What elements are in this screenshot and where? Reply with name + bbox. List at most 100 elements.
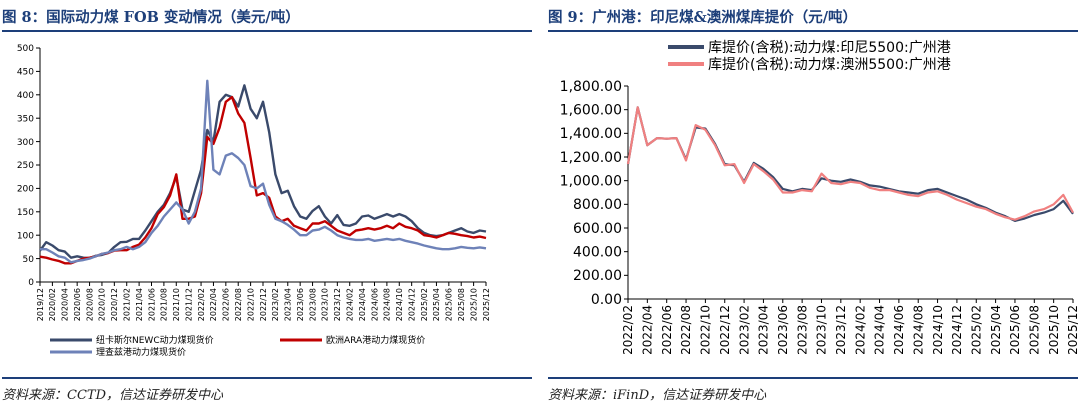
left-bottom-rule [2, 377, 532, 379]
left-y-tick-label: 400 [17, 91, 34, 101]
right-x-tick-label: 2022/12 [718, 305, 732, 355]
left-x-tick-label: 2022/10 [246, 288, 255, 321]
right-x-tick-label: 2024/12 [950, 305, 964, 355]
left-x-tick-label: 2022/08 [234, 288, 243, 321]
right-source-note: 资料来源：iFinD，信达证券研发中心 [548, 388, 767, 403]
left-x-tick-label: 2025/12 [482, 288, 491, 321]
right-x-tick-label: 2023/10 [815, 305, 829, 355]
right-x-tick-label: 2024/04 [873, 305, 887, 355]
right-x-tick-label: 2022/10 [699, 305, 713, 355]
right-y-tick-label: 600.00 [573, 221, 622, 237]
left-y-tick-label: 150 [17, 208, 34, 218]
right-series-line-1 [626, 106, 1074, 222]
right-x-tick-label: 2023/06 [776, 305, 790, 355]
right-x-tick-label: 2025/10 [1047, 305, 1061, 355]
right-x-tick-label: 2022/08 [679, 305, 693, 355]
left-x-tick-label: 2021/08 [160, 288, 169, 321]
right-y-tick-label: 800.00 [573, 197, 622, 213]
left-x-tick-label: 2021/12 [184, 288, 193, 321]
right-y-tick-label: 1,400.00 [560, 126, 622, 142]
left-x-tick-label: 2023/02 [271, 288, 280, 321]
right-x-tick-label: 2024/06 [892, 305, 906, 355]
right-x-tick-label: 2025/06 [1008, 305, 1022, 355]
left-x-tick-label: 2022/06 [222, 288, 231, 321]
left-x-tick-label: 2021/06 [147, 288, 156, 321]
left-x-tick-label: 2021/02 [123, 288, 132, 321]
right-y-tick-label: 1,600.00 [560, 103, 622, 119]
right-x-tick-label: 2023/08 [795, 305, 809, 355]
right-x-tick-label: 2024/02 [853, 305, 867, 355]
left-x-tick-label: 2024/04 [358, 288, 367, 321]
left-legend-label-3: 理查兹港动力煤现货价 [96, 346, 186, 358]
left-x-tick-label: 2020/02 [48, 288, 57, 321]
right-x-tick-label: 2022/04 [641, 305, 655, 355]
left-y-tick-label: 450 [17, 68, 34, 78]
left-y-tick-label: 350 [17, 114, 34, 124]
right-x-tick-label: 2022/06 [660, 305, 674, 355]
right-bottom-rule [548, 377, 1078, 379]
right-figure-title: 图 9：广州港：印尼煤&澳洲煤库提价（元/吨） [548, 9, 858, 26]
left-x-tick-label: 2023/04 [284, 288, 293, 321]
left-x-tick-label: 2025/10 [469, 288, 478, 321]
right-y-tick-label: 400.00 [573, 245, 622, 261]
left-x-tick-label: 2020/06 [73, 288, 82, 321]
left-title-rule [2, 30, 532, 32]
left-series-line-3 [40, 79, 487, 264]
right-title-rule [548, 30, 1078, 32]
left-x-tick-label: 2024/06 [370, 288, 379, 321]
right-x-tick-label: 2023/04 [757, 305, 771, 355]
left-x-tick-label: 2025/06 [445, 288, 454, 321]
left-x-tick-label: 2022/04 [209, 288, 218, 321]
left-x-tick-label: 2025/04 [432, 288, 441, 321]
left-y-tick-label: 250 [17, 161, 34, 171]
right-x-tick-label: 2022/02 [621, 305, 635, 355]
left-x-tick-label: 2023/10 [321, 288, 330, 321]
left-x-tick-label: 2022/12 [259, 288, 268, 321]
left-y-tick-label: 300 [17, 138, 34, 148]
left-figure-panel: 图 8：国际动力煤 FOB 变动情况（美元/吨） 0 50 100 150 200 250… [2, 0, 532, 411]
left-y-tick-label: 200 [17, 185, 34, 195]
left-x-tick-label: 2023/12 [333, 288, 342, 321]
left-x-tick-label: 2020/10 [98, 288, 107, 321]
left-x-tick-label: 2024/10 [395, 288, 404, 321]
right-series-line-2 [626, 106, 1074, 221]
left-x-tick-label: 2023/06 [296, 288, 305, 321]
left-x-tick-label: 2020/12 [110, 288, 119, 321]
right-x-tick-label: 2023/02 [737, 305, 751, 355]
right-legend-label-1: 库提价(含税):动力煤:印尼5500:广州港 [708, 40, 951, 56]
right-y-tick-label: 1,200.00 [560, 150, 622, 166]
right-x-tick-label: 2025/02 [969, 305, 983, 355]
left-figure-title: 图 8：国际动力煤 FOB 变动情况（美元/吨） [2, 9, 300, 26]
right-line-chart: 0.00 200.00 400.00 600.00 800.00 1,000.00 1,20… [560, 40, 1078, 355]
left-x-tick-label: 2021/04 [135, 288, 144, 321]
left-source-note: 资料来源：CCTD，信达证券研发中心 [2, 388, 223, 403]
right-figure-panel: 图 9：广州港：印尼煤&澳洲煤库提价（元/吨） 0.00 200.00 400.00… [548, 0, 1078, 411]
right-x-tick-label: 2024/10 [931, 305, 945, 355]
right-x-tick-label: 2025/04 [989, 305, 1003, 355]
left-y-tick-label: 500 [17, 44, 34, 54]
left-x-tick-label: 2024/12 [407, 288, 416, 321]
left-series-line-1 [39, 84, 487, 260]
left-x-tick-label: 2024/02 [346, 288, 355, 321]
right-x-tick-label: 2025/08 [1028, 305, 1042, 355]
left-x-tick-label: 2024/08 [383, 288, 392, 321]
right-legend-label-2: 库提价(含税):动力煤:澳洲5500:广州港 [708, 57, 951, 73]
left-x-tick-label: 2020/08 [85, 288, 94, 321]
left-y-tick-label: 50 [23, 255, 35, 265]
right-y-tick-label: 200.00 [573, 268, 622, 284]
left-x-tick-label: 2023/08 [308, 288, 317, 321]
left-x-tick-label: 2022/02 [197, 288, 206, 321]
right-y-tick-label: 1,000.00 [560, 174, 622, 190]
right-x-tick-label: 2023/12 [834, 305, 848, 355]
right-y-tick-label: 1,800.00 [560, 79, 622, 95]
left-y-tick-label: 0 [28, 278, 34, 288]
right-y-tick-label: 0.00 [591, 292, 622, 308]
left-x-tick-label: 2019/12 [36, 288, 45, 321]
left-x-tick-label: 2025/08 [457, 288, 466, 321]
left-x-tick-label: 2025/02 [420, 288, 429, 321]
left-legend-label-2: 欧洲ARA港动力煤现货价 [326, 334, 425, 346]
left-x-tick-label: 2021/10 [172, 288, 181, 321]
right-x-tick-label: 2025/12 [1066, 305, 1078, 355]
left-series-line-2 [39, 95, 487, 265]
